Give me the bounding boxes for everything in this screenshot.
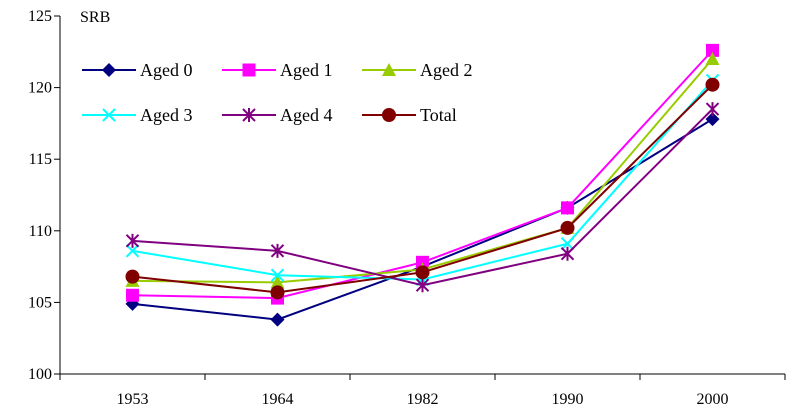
data-point-aged-4	[415, 278, 430, 293]
legend: Aged 0 Aged 1 Aged 2 Aged 3 Aged 4 Total	[82, 60, 473, 125]
data-point-aged-2	[270, 275, 285, 289]
data-point-aged-3	[125, 244, 140, 258]
legend-marker	[382, 108, 396, 122]
y-tick-label: 120	[28, 80, 52, 97]
data-point-aged-1	[126, 288, 139, 302]
data-point-aged-4	[125, 233, 140, 248]
data-point-aged-0	[705, 112, 720, 127]
legend-marker	[382, 63, 396, 76]
y-tick-label: 125	[28, 8, 52, 25]
y-tick-label: 110	[29, 223, 52, 240]
data-point-aged-4	[270, 243, 285, 258]
legend-label: Aged 0	[140, 60, 193, 80]
legend-marker	[102, 63, 116, 77]
data-point-aged-4	[705, 102, 720, 117]
data-point-total	[125, 269, 140, 284]
x-tick-label: 1964	[262, 391, 294, 408]
y-tick-label: 105	[28, 294, 52, 311]
legend-entry-aged-2: Aged 2	[362, 60, 473, 80]
data-point-aged-4	[560, 246, 575, 261]
data-point-total	[560, 220, 575, 235]
data-point-aged-2	[705, 51, 720, 65]
legend-entry-aged-0: Aged 0	[82, 60, 193, 80]
series-aged-4	[125, 102, 720, 293]
legend-label: Aged 1	[280, 60, 333, 80]
data-point-total	[270, 285, 285, 300]
legend-entry-aged-3: Aged 3	[82, 105, 193, 125]
legend-label: Aged 4	[280, 105, 333, 125]
legend-label: Total	[420, 105, 457, 125]
series-total	[125, 77, 720, 300]
data-point-total	[415, 265, 430, 280]
series-aged-0	[125, 112, 720, 327]
axes	[59, 16, 785, 375]
legend-marker	[242, 63, 256, 77]
legend-entry-aged-4: Aged 4	[222, 105, 333, 125]
x-tick-label: 1982	[407, 391, 439, 408]
legend-marker	[242, 108, 256, 122]
legend-entry-total: Total	[362, 105, 457, 125]
data-point-aged-3	[270, 268, 285, 282]
y-axis-title: SRB	[80, 9, 110, 26]
legend-label: Aged 3	[140, 105, 193, 125]
x-axis-ticks: 1953 1964 1982 1990 2000	[59, 374, 786, 408]
data-point-total	[705, 77, 720, 92]
data-point-aged-0	[270, 312, 285, 327]
data-point-aged-1	[416, 255, 429, 269]
y-axis-ticks: 100 105 110 115 120 125	[28, 8, 60, 383]
legend-entry-aged-1: Aged 1	[222, 60, 333, 80]
legend-marker	[102, 108, 116, 122]
legend-label: Aged 2	[420, 60, 473, 80]
data-point-aged-3	[560, 236, 575, 251]
x-tick-label: 1990	[552, 391, 584, 408]
y-tick-label: 115	[29, 151, 52, 168]
data-point-aged-1	[561, 201, 574, 215]
data-point-aged-1	[706, 43, 719, 57]
x-tick-label: 1953	[117, 391, 149, 408]
y-tick-label: 100	[28, 366, 52, 383]
series-lines	[125, 43, 720, 327]
x-tick-label: 2000	[697, 391, 729, 408]
